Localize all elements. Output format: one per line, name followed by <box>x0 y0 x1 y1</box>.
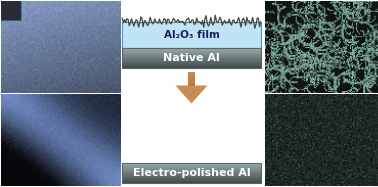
Bar <box>122 171 261 172</box>
Bar <box>122 180 261 181</box>
Bar <box>188 82 195 83</box>
Bar <box>122 174 261 176</box>
Bar <box>122 58 261 59</box>
Bar <box>122 51 261 53</box>
Bar <box>122 61 261 62</box>
Bar <box>122 54 261 55</box>
Bar <box>122 51 261 52</box>
Bar <box>188 77 195 78</box>
Bar <box>122 65 261 66</box>
Bar <box>122 48 261 50</box>
Bar <box>122 177 261 178</box>
Bar <box>122 168 261 169</box>
Bar <box>188 81 195 82</box>
Bar <box>122 64 261 65</box>
Bar <box>188 80 195 81</box>
Bar <box>122 172 261 173</box>
Bar <box>122 53 261 54</box>
Bar <box>122 48 261 68</box>
Bar <box>188 82 195 83</box>
Bar <box>188 79 195 80</box>
Bar <box>188 74 195 75</box>
Polygon shape <box>175 72 208 103</box>
Bar <box>122 165 261 166</box>
Bar <box>188 80 195 81</box>
Bar <box>122 167 261 169</box>
Bar <box>122 179 261 180</box>
Bar <box>188 83 195 84</box>
Bar <box>122 174 261 175</box>
Bar <box>122 57 261 58</box>
Bar <box>188 83 195 84</box>
Bar <box>188 79 195 80</box>
Bar <box>122 163 261 164</box>
Bar <box>122 166 261 168</box>
Bar <box>122 55 261 56</box>
Bar <box>122 64 261 66</box>
Bar <box>122 50 261 51</box>
Bar <box>122 163 261 165</box>
Bar <box>122 171 261 173</box>
Bar <box>122 60 261 62</box>
Bar <box>122 49 261 50</box>
Bar <box>122 67 261 68</box>
Bar <box>188 72 195 73</box>
Bar <box>122 164 261 165</box>
Bar <box>188 74 195 75</box>
Bar <box>122 56 261 58</box>
Bar <box>122 170 261 171</box>
Bar <box>122 62 261 63</box>
Bar <box>122 52 261 54</box>
Bar <box>188 75 195 76</box>
Bar <box>122 175 261 177</box>
Bar <box>122 47 261 49</box>
Bar <box>122 66 261 67</box>
Bar <box>122 179 261 181</box>
Bar <box>188 78 195 79</box>
Bar <box>122 166 261 167</box>
Bar <box>122 181 261 182</box>
Bar <box>188 76 195 77</box>
Bar <box>122 173 261 174</box>
Bar <box>122 178 261 179</box>
Bar <box>122 169 261 170</box>
Bar <box>122 63 261 64</box>
Bar <box>188 75 195 76</box>
Bar <box>122 22 261 48</box>
Bar <box>122 59 261 61</box>
Bar <box>188 84 195 85</box>
Text: Electro-polished Al: Electro-polished Al <box>133 168 250 178</box>
Bar <box>122 56 261 57</box>
Bar <box>188 73 195 74</box>
Bar <box>122 182 261 183</box>
Bar <box>188 81 195 82</box>
Bar <box>188 73 195 74</box>
Bar <box>188 84 195 85</box>
Bar <box>122 163 261 183</box>
Text: Native Al: Native Al <box>163 53 220 63</box>
Bar <box>122 176 261 177</box>
Bar <box>122 59 261 60</box>
Text: Al₂O₃ film: Al₂O₃ film <box>164 30 219 40</box>
